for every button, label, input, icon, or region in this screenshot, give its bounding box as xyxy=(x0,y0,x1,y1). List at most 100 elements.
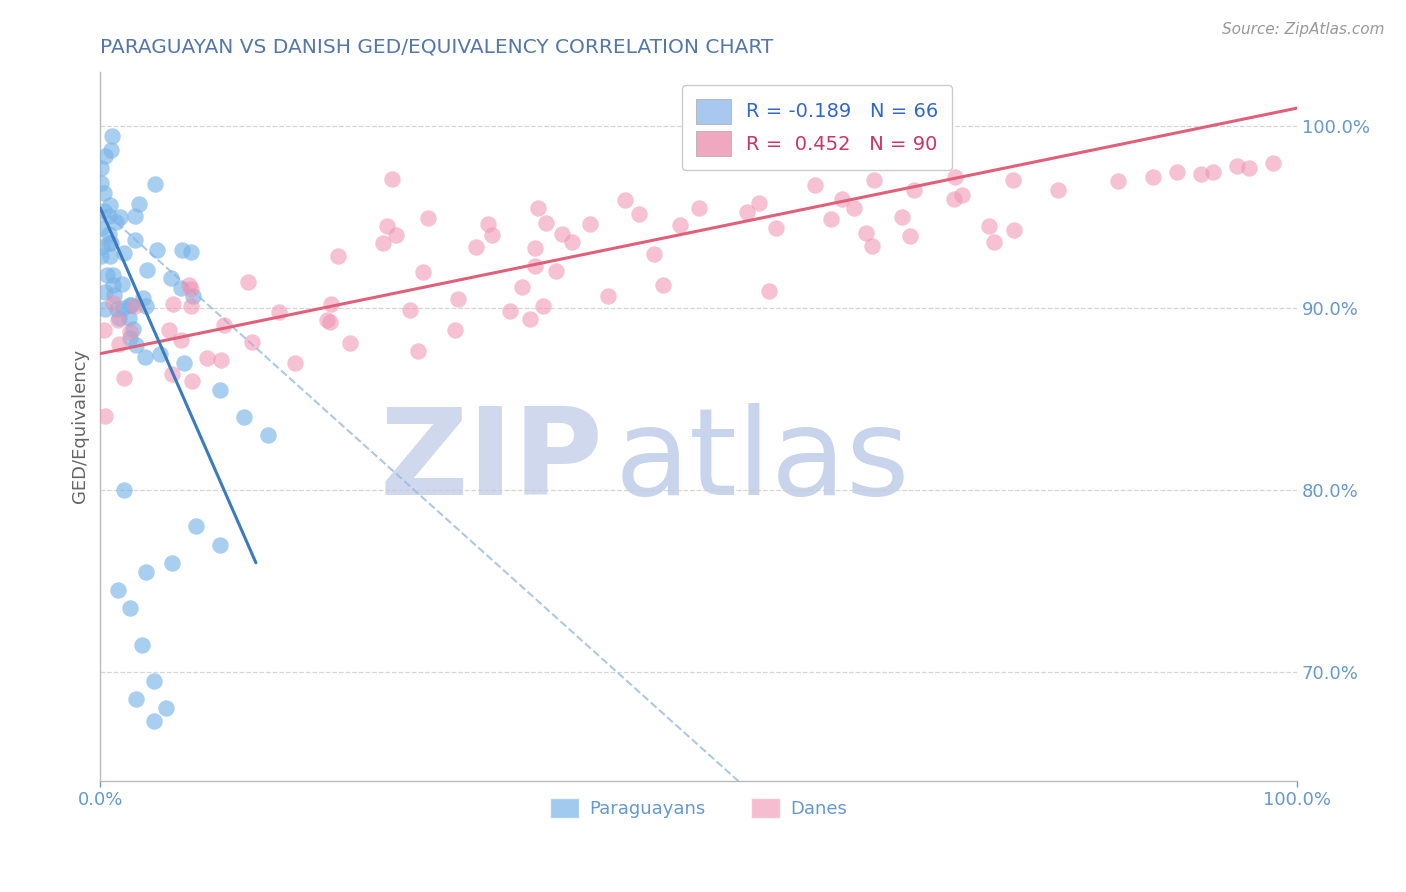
Point xyxy=(157,323,180,337)
Point xyxy=(551,227,574,241)
Point xyxy=(107,313,129,327)
Point xyxy=(110,210,132,224)
Point xyxy=(143,178,166,192)
Point xyxy=(173,356,195,370)
Point xyxy=(170,281,193,295)
Point xyxy=(124,233,146,247)
Point xyxy=(107,582,129,597)
Point xyxy=(544,264,567,278)
Point xyxy=(284,356,307,370)
Point xyxy=(91,240,114,254)
Point xyxy=(105,215,128,229)
Point xyxy=(233,410,256,425)
Point xyxy=(184,519,207,533)
Point xyxy=(1166,165,1188,179)
Point xyxy=(831,192,853,206)
Point xyxy=(125,337,148,351)
Point xyxy=(132,292,155,306)
Point xyxy=(90,221,112,235)
Point xyxy=(527,201,550,215)
Point xyxy=(195,351,218,365)
Point xyxy=(1202,165,1225,179)
Point xyxy=(97,235,120,250)
Point xyxy=(93,323,115,337)
Point xyxy=(90,177,112,191)
Point xyxy=(118,331,141,345)
Point xyxy=(444,323,467,337)
Point xyxy=(143,673,166,688)
Point xyxy=(120,601,142,615)
Point xyxy=(114,371,136,385)
Point xyxy=(375,219,398,233)
Point xyxy=(160,368,183,382)
Point xyxy=(371,235,394,250)
Point xyxy=(118,311,141,326)
Legend: Paraguayans, Danes: Paraguayans, Danes xyxy=(543,791,855,825)
Point xyxy=(735,205,758,219)
Point xyxy=(820,211,842,226)
Point xyxy=(524,241,547,255)
Point xyxy=(181,288,204,302)
Point xyxy=(100,143,122,157)
Point xyxy=(477,217,499,231)
Point xyxy=(134,351,156,365)
Point xyxy=(381,171,404,186)
Point xyxy=(100,235,122,250)
Point xyxy=(627,206,650,220)
Text: PARAGUAYAN VS DANISH GED/EQUIVALENCY CORRELATION CHART: PARAGUAYAN VS DANISH GED/EQUIVALENCY COR… xyxy=(100,37,773,56)
Point xyxy=(208,383,231,397)
Point xyxy=(90,161,112,175)
Point xyxy=(863,173,886,187)
Point xyxy=(1226,159,1249,173)
Point xyxy=(112,245,135,260)
Point xyxy=(118,298,141,312)
Point xyxy=(1261,155,1284,169)
Point xyxy=(124,299,146,313)
Point xyxy=(98,249,121,263)
Point xyxy=(315,312,337,326)
Point xyxy=(101,295,124,310)
Point xyxy=(1107,174,1129,188)
Text: atlas: atlas xyxy=(614,403,911,520)
Point xyxy=(146,243,169,257)
Point xyxy=(94,301,117,316)
Point xyxy=(120,325,142,339)
Point xyxy=(860,239,883,253)
Point xyxy=(614,193,637,207)
Point xyxy=(399,303,422,318)
Point xyxy=(240,335,263,350)
Point xyxy=(898,229,921,244)
Point xyxy=(94,409,117,423)
Point xyxy=(209,352,232,367)
Point xyxy=(149,346,172,360)
Point xyxy=(688,201,710,215)
Text: Source: ZipAtlas.com: Source: ZipAtlas.com xyxy=(1222,22,1385,37)
Point xyxy=(177,277,200,292)
Point xyxy=(180,244,202,259)
Point xyxy=(94,285,117,300)
Point xyxy=(339,335,361,350)
Point xyxy=(131,638,153,652)
Point xyxy=(412,264,434,278)
Point xyxy=(162,296,184,310)
Point xyxy=(90,249,112,263)
Point xyxy=(180,299,202,313)
Point xyxy=(120,298,142,312)
Point xyxy=(447,292,470,306)
Point xyxy=(108,310,131,325)
Point xyxy=(105,301,128,316)
Point xyxy=(651,277,673,292)
Point xyxy=(1142,170,1164,185)
Point xyxy=(112,483,135,497)
Point xyxy=(214,318,236,333)
Point xyxy=(122,322,145,336)
Point xyxy=(950,188,973,202)
Point xyxy=(464,240,486,254)
Point xyxy=(103,278,125,293)
Point xyxy=(135,565,157,579)
Point xyxy=(943,192,966,206)
Point xyxy=(170,333,193,347)
Point xyxy=(100,129,122,144)
Point xyxy=(267,305,290,319)
Point xyxy=(135,262,157,277)
